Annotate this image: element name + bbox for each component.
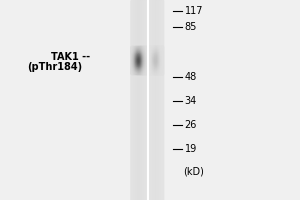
Text: (pThr184): (pThr184) [27, 62, 83, 72]
Text: 85: 85 [184, 22, 197, 32]
Text: 26: 26 [184, 120, 197, 130]
Text: 48: 48 [184, 72, 197, 82]
Text: 117: 117 [184, 6, 203, 16]
Text: TAK1 --: TAK1 -- [51, 52, 90, 62]
Bar [130, 0, 163, 200]
Text: (kD): (kD) [184, 166, 205, 176]
Text: 34: 34 [184, 96, 197, 106]
Text: 19: 19 [184, 144, 197, 154]
